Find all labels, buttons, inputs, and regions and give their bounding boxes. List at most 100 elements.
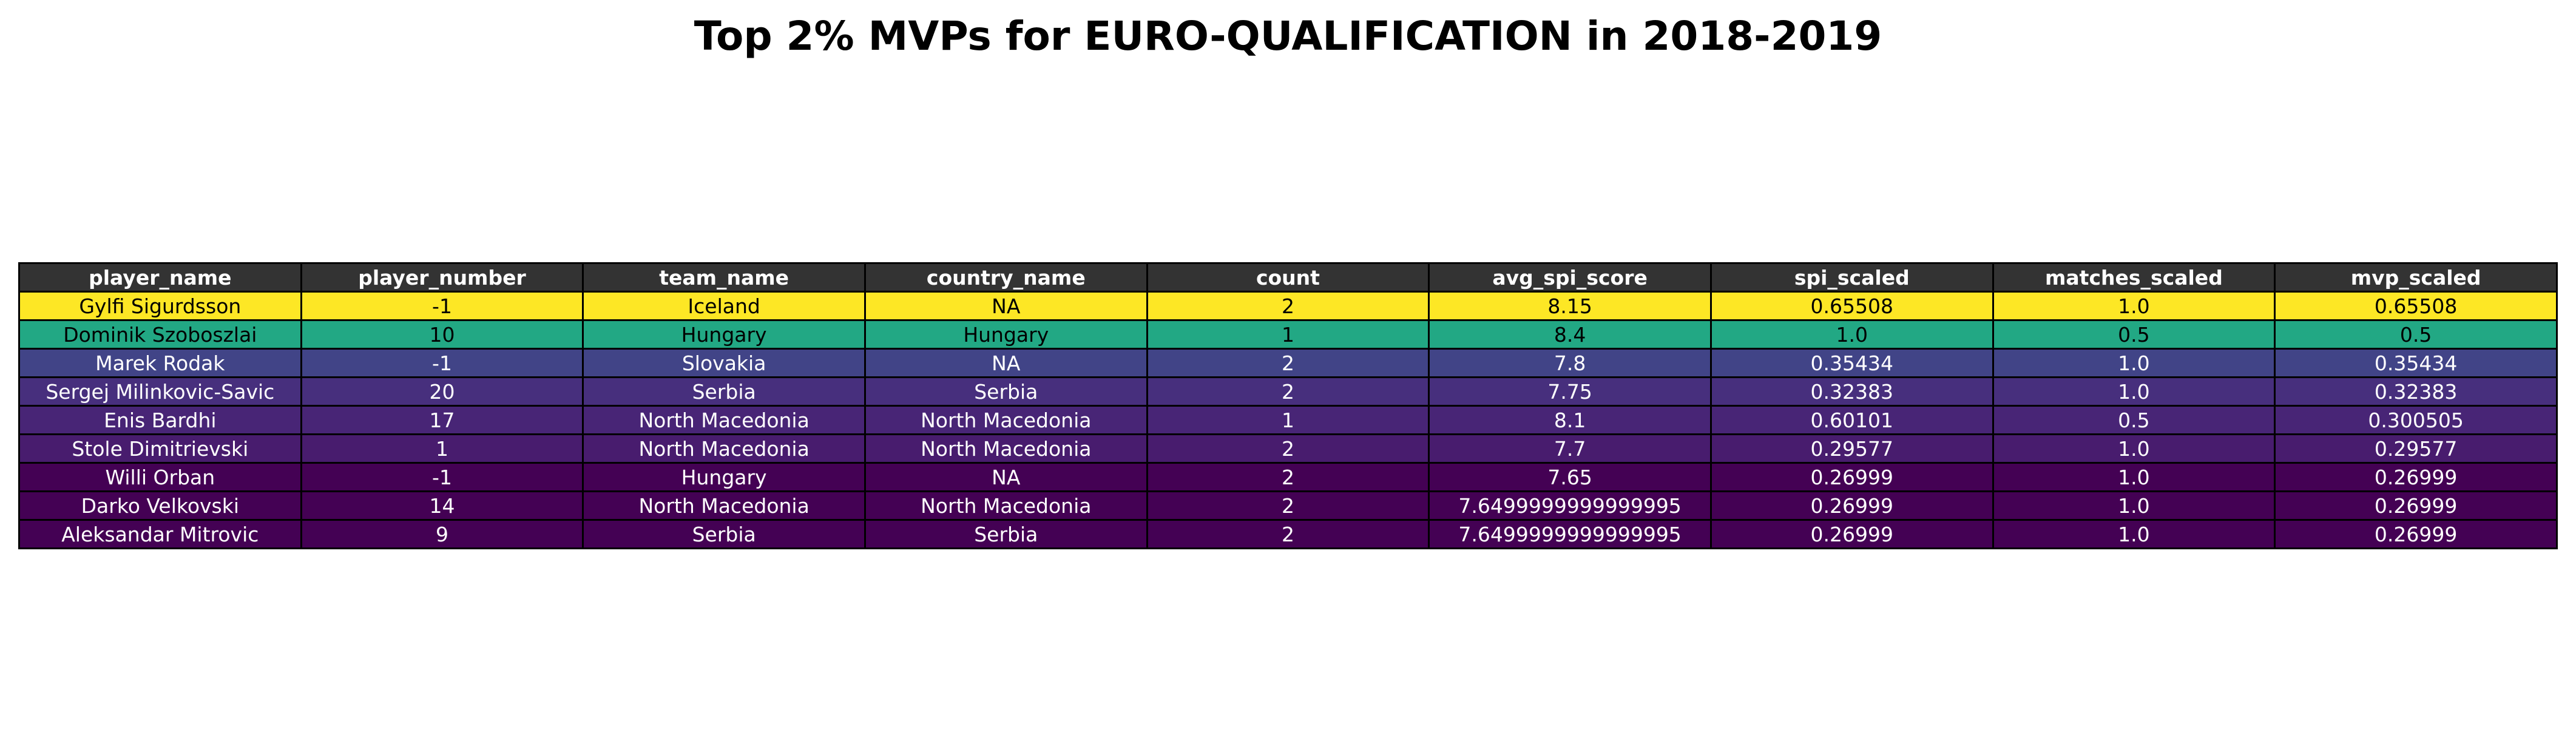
table-cell-count: 2 [1146, 348, 1430, 378]
table-row: Gylfi Sigurdsson -1 Iceland NA 2 8.15 0.65508 1… [18, 291, 2558, 321]
table-cell-count: 2 [1146, 433, 1430, 464]
table-cell-player-number: 17 [300, 405, 584, 435]
column-header-matches-scaled: matches_scaled [1992, 262, 2276, 293]
table-cell-matches-scaled: 1.0 [1992, 519, 2276, 549]
table-cell-country-name: Serbia [864, 519, 1148, 549]
table-cell-mvp-scaled: 0.300505 [2274, 405, 2558, 435]
table-row: Aleksandar Mitrovic 9 Serbia Serbia 2 7.64999… [18, 519, 2558, 549]
table-cell-matches-scaled: 1.0 [1992, 291, 2276, 321]
table-row: Sergej Milinkovic-Savic 20 Serbia Serbia 2 7.… [18, 376, 2558, 407]
table-cell-player-name: Stole Dimitrievski [18, 433, 302, 464]
table-row: Marek Rodak -1 Slovakia NA 2 7.8 0.35434 1.0 0.3… [18, 348, 2558, 378]
table-cell-player-name: Aleksandar Mitrovic [18, 519, 302, 549]
table-cell-matches-scaled: 1.0 [1992, 433, 2276, 464]
table-cell-team-name: Iceland [582, 291, 866, 321]
table-cell-count: 2 [1146, 519, 1430, 549]
table-cell-mvp-scaled: 0.65508 [2274, 291, 2558, 321]
table-cell-mvp-scaled: 0.26999 [2274, 462, 2558, 492]
table-cell-count: 2 [1146, 376, 1430, 407]
table-cell-player-number: 20 [300, 376, 584, 407]
table-cell-avg-spi-score: 7.65 [1428, 462, 1712, 492]
table-row: Willi Orban -1 Hungary NA 2 7.65 0.26999 1.0 0.2… [18, 462, 2558, 492]
mvp-table-container: player_name player_number team_name country… [18, 262, 2558, 549]
table-cell-mvp-scaled: 0.32383 [2274, 376, 2558, 407]
table-cell-count: 2 [1146, 490, 1430, 521]
table-cell-country-name: North Macedonia [864, 490, 1148, 521]
table-cell-team-name: Hungary [582, 462, 866, 492]
table-cell-player-name: Marek Rodak [18, 348, 302, 378]
table-cell-mvp-scaled: 0.26999 [2274, 490, 2558, 521]
table-header-row: player_name player_number team_name country… [18, 262, 2558, 293]
table-cell-spi-scaled: 0.26999 [1709, 519, 1994, 549]
table-cell-country-name: NA [864, 291, 1148, 321]
table-cell-spi-scaled: 1.0 [1709, 319, 1994, 350]
table-cell-country-name: NA [864, 462, 1148, 492]
table-cell-player-name: Dominik Szoboszlai [18, 319, 302, 350]
table-cell-count: 2 [1146, 462, 1430, 492]
table-cell-avg-spi-score: 8.4 [1428, 319, 1712, 350]
table-cell-mvp-scaled: 0.5 [2274, 319, 2558, 350]
table-cell-team-name: North Macedonia [582, 405, 866, 435]
table-cell-team-name: North Macedonia [582, 433, 866, 464]
table-cell-team-name: Slovakia [582, 348, 866, 378]
table-cell-country-name: Hungary [864, 319, 1148, 350]
table-cell-matches-scaled: 1.0 [1992, 490, 2276, 521]
table-cell-count: 2 [1146, 291, 1430, 321]
table-cell-player-name: Enis Bardhi [18, 405, 302, 435]
table-row: Dominik Szoboszlai 10 Hungary Hungary 1 8.4 1.… [18, 319, 2558, 350]
column-header-team-name: team_name [582, 262, 866, 293]
table-cell-team-name: Serbia [582, 519, 866, 549]
column-header-count: count [1146, 262, 1430, 293]
column-header-avg-spi-score: avg_spi_score [1428, 262, 1712, 293]
table-cell-mvp-scaled: 0.26999 [2274, 519, 2558, 549]
table-cell-count: 1 [1146, 405, 1430, 435]
table-cell-avg-spi-score: 7.8 [1428, 348, 1712, 378]
table-row: Stole Dimitrievski 1 North Macedonia North … [18, 433, 2558, 464]
table-cell-matches-scaled: 1.0 [1992, 462, 2276, 492]
table-cell-matches-scaled: 1.0 [1992, 348, 2276, 378]
table-cell-spi-scaled: 0.60101 [1709, 405, 1994, 435]
table-cell-player-number: -1 [300, 462, 584, 492]
column-header-spi-scaled: spi_scaled [1709, 262, 1994, 293]
column-header-country-name: country_name [864, 262, 1148, 293]
table-cell-avg-spi-score: 8.1 [1428, 405, 1712, 435]
table-row: Darko Velkovski 14 North Macedonia North Ma… [18, 490, 2558, 521]
table-cell-avg-spi-score: 7.75 [1428, 376, 1712, 407]
table-cell-player-name: Willi Orban [18, 462, 302, 492]
table-cell-team-name: Hungary [582, 319, 866, 350]
table-cell-spi-scaled: 0.26999 [1709, 462, 1994, 492]
column-header-mvp-scaled: mvp_scaled [2274, 262, 2558, 293]
table-cell-spi-scaled: 0.35434 [1709, 348, 1994, 378]
table-row: Enis Bardhi 17 North Macedonia North Macedo… [18, 405, 2558, 435]
table-cell-spi-scaled: 0.29577 [1709, 433, 1994, 464]
table-cell-spi-scaled: 0.32383 [1709, 376, 1994, 407]
table-cell-avg-spi-score: 7.6499999999999995 [1428, 519, 1712, 549]
table-cell-avg-spi-score: 7.7 [1428, 433, 1712, 464]
table-cell-avg-spi-score: 7.6499999999999995 [1428, 490, 1712, 521]
table-cell-team-name: North Macedonia [582, 490, 866, 521]
table-cell-player-number: -1 [300, 291, 584, 321]
table-cell-country-name: NA [864, 348, 1148, 378]
table-cell-count: 1 [1146, 319, 1430, 350]
table-cell-matches-scaled: 0.5 [1992, 405, 2276, 435]
table-cell-matches-scaled: 0.5 [1992, 319, 2276, 350]
table-cell-player-name: Darko Velkovski [18, 490, 302, 521]
table-body: Gylfi Sigurdsson -1 Iceland NA 2 8.15 0.65508 1… [18, 291, 2558, 549]
table-cell-mvp-scaled: 0.29577 [2274, 433, 2558, 464]
table-cell-avg-spi-score: 8.15 [1428, 291, 1712, 321]
table-cell-player-number: 9 [300, 519, 584, 549]
table-cell-player-number: -1 [300, 348, 584, 378]
table-cell-player-name: Gylfi Sigurdsson [18, 291, 302, 321]
table-cell-player-name: Sergej Milinkovic-Savic [18, 376, 302, 407]
table-cell-spi-scaled: 0.65508 [1709, 291, 1994, 321]
column-header-player-number: player_number [300, 262, 584, 293]
table-cell-mvp-scaled: 0.35434 [2274, 348, 2558, 378]
table-cell-country-name: Serbia [864, 376, 1148, 407]
table-cell-spi-scaled: 0.26999 [1709, 490, 1994, 521]
table-cell-country-name: North Macedonia [864, 405, 1148, 435]
mvp-table: player_name player_number team_name country… [18, 262, 2558, 549]
column-header-player-name: player_name [18, 262, 302, 293]
table-cell-player-number: 14 [300, 490, 584, 521]
table-cell-player-number: 1 [300, 433, 584, 464]
chart-title: Top 2% MVPs for EURO-QUALIFICATION in 20… [694, 13, 1882, 59]
